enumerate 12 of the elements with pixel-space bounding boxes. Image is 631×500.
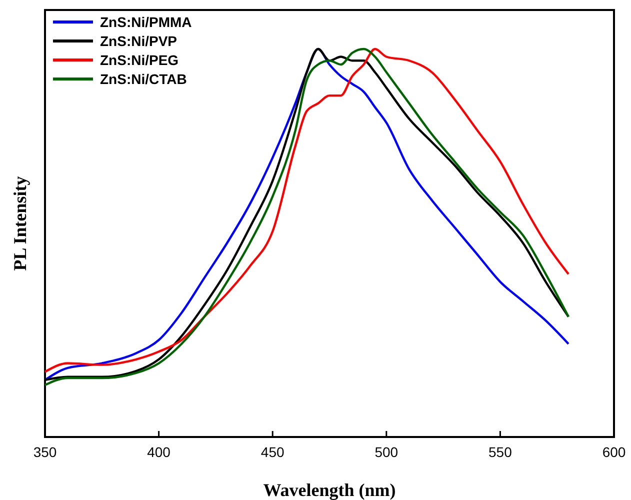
legend-label: ZnS:Ni/PEG — [100, 52, 179, 68]
x-tick-label: 600 — [602, 444, 626, 460]
x-tick-label: 350 — [33, 444, 57, 460]
x-tick-label: 550 — [488, 444, 512, 460]
legend-label: ZnS:Ni/PMMA — [100, 14, 192, 30]
legend-label: ZnS:Ni/CTAB — [100, 71, 187, 87]
x-tick-label: 500 — [374, 444, 398, 460]
x-axis-title: Wavelength (nm) — [263, 480, 396, 500]
y-axis-title: PL Intensity — [10, 176, 30, 271]
x-tick-label: 450 — [260, 444, 284, 460]
legend-label: ZnS:Ni/PVP — [100, 33, 178, 49]
x-tick-label: 400 — [147, 444, 171, 460]
